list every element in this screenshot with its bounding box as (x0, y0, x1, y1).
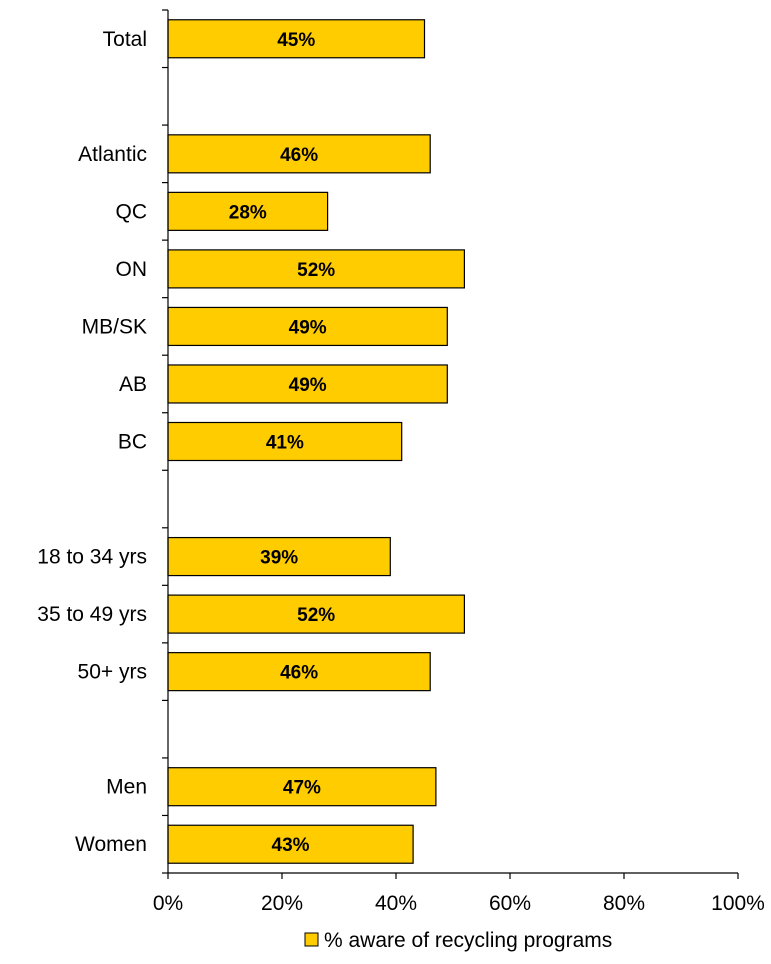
bar-qc (167, 191, 329, 231)
bars-layer (167, 19, 465, 864)
category-label: 18 to 34 yrs (37, 546, 147, 569)
category-label: 50+ yrs (78, 661, 147, 684)
data-labels-layer: 45% Total 46% Atlantic 28% QC 52% ON 49% MB/SK 49%… (37, 28, 335, 856)
category-label: Total (103, 28, 147, 51)
bar-mb-sk (167, 306, 448, 347)
category-label: Men (106, 776, 147, 799)
legend-swatch (304, 932, 319, 947)
x-tick-label: 0% (153, 892, 183, 915)
x-tick-label: 40% (375, 892, 417, 915)
data-label: 43% (272, 835, 310, 856)
bar-50-yrs (167, 652, 431, 692)
bar-women (167, 824, 414, 864)
category-label: MB/SK (82, 315, 147, 338)
legend-label: % aware of recycling programs (324, 929, 612, 952)
category-label: Atlantic (78, 143, 147, 166)
axes-layer: 0% 20% 40% 60% 80% 100% (153, 9, 765, 915)
data-label: 52% (297, 605, 335, 626)
category-label: 35 to 49 yrs (37, 603, 147, 626)
category-label: AB (119, 373, 147, 396)
legend: % aware of recycling programs (304, 929, 612, 952)
bar-total (167, 19, 426, 59)
data-label: 49% (289, 375, 327, 396)
category-label: ON (116, 258, 148, 281)
data-label: 39% (260, 548, 298, 569)
x-tick-label: 20% (261, 892, 303, 915)
bar-atlantic (167, 134, 431, 174)
data-label: 46% (280, 145, 318, 166)
data-label: 52% (297, 260, 335, 281)
x-tick-label: 100% (711, 892, 765, 915)
bar-men (167, 767, 437, 807)
data-label: 46% (280, 663, 318, 684)
data-label: 41% (266, 433, 304, 454)
x-tick-label: 80% (603, 892, 645, 915)
bar-on (167, 249, 465, 289)
data-label: 45% (277, 30, 315, 51)
x-tick-label: 60% (489, 892, 531, 915)
category-label: BC (118, 431, 147, 454)
bar-bc (167, 421, 403, 462)
data-label: 28% (229, 202, 267, 223)
category-label: Women (75, 833, 147, 856)
data-label: 47% (283, 778, 321, 799)
category-label: QC (116, 200, 148, 223)
data-label: 49% (289, 317, 327, 338)
